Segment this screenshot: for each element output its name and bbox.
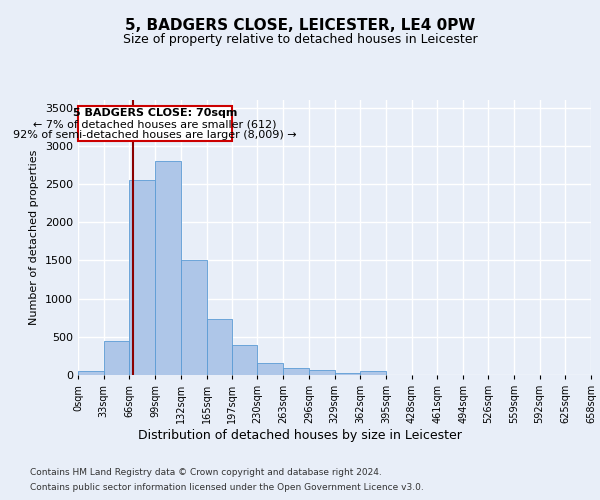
Text: Size of property relative to detached houses in Leicester: Size of property relative to detached ho… <box>122 32 478 46</box>
Bar <box>130 180 155 375</box>
Bar <box>335 372 360 375</box>
Text: ← 7% of detached houses are smaller (612): ← 7% of detached houses are smaller (612… <box>33 120 277 130</box>
FancyBboxPatch shape <box>78 106 232 141</box>
Bar <box>232 345 257 375</box>
Text: 5 BADGERS CLOSE: 70sqm: 5 BADGERS CLOSE: 70sqm <box>73 108 237 118</box>
Y-axis label: Number of detached properties: Number of detached properties <box>29 150 40 325</box>
Text: 5, BADGERS CLOSE, LEICESTER, LE4 0PW: 5, BADGERS CLOSE, LEICESTER, LE4 0PW <box>125 18 475 32</box>
Bar <box>155 161 181 375</box>
Bar <box>104 340 130 375</box>
Text: Contains HM Land Registry data © Crown copyright and database right 2024.: Contains HM Land Registry data © Crown c… <box>30 468 382 477</box>
Text: Distribution of detached houses by size in Leicester: Distribution of detached houses by size … <box>138 428 462 442</box>
Bar <box>257 363 283 375</box>
Text: 92% of semi-detached houses are larger (8,009) →: 92% of semi-detached houses are larger (… <box>13 130 296 140</box>
Bar <box>309 370 335 375</box>
Bar <box>360 371 386 375</box>
Bar <box>181 260 206 375</box>
Bar <box>78 371 104 375</box>
Bar <box>283 368 309 375</box>
Bar <box>206 319 232 375</box>
Text: Contains public sector information licensed under the Open Government Licence v3: Contains public sector information licen… <box>30 483 424 492</box>
